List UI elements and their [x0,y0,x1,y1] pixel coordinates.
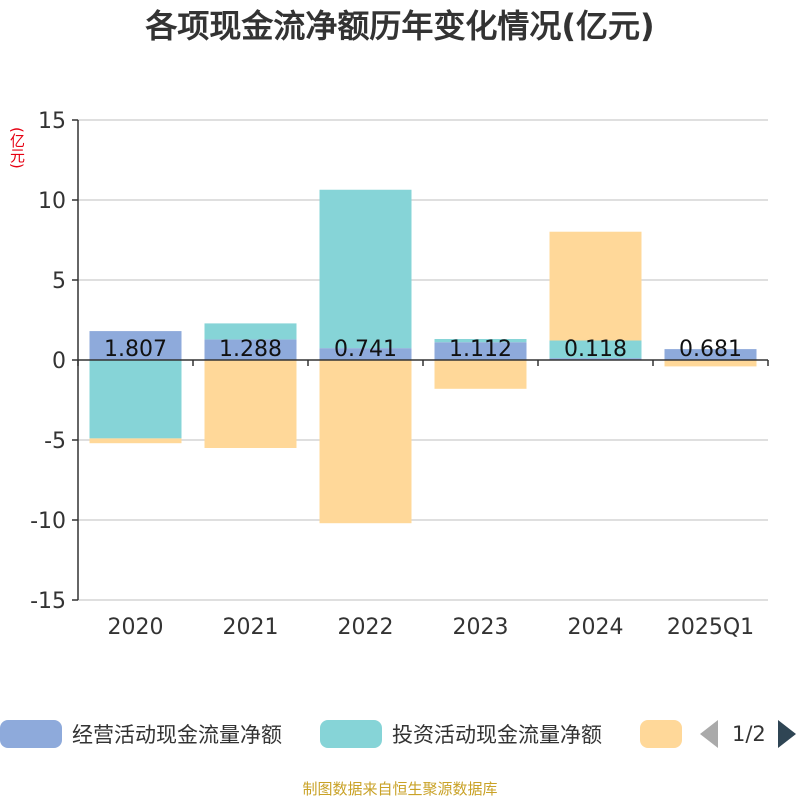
data-label-operating: 0.118 [564,337,627,362]
bar-series-0-2025Q1 [664,349,757,360]
bar-series-1-2024 [549,340,642,359]
legend-swatch-investing [320,720,382,748]
bar-series-0-2024 [549,358,642,360]
y-tick-label: -10 [30,509,66,534]
data-labels: 1.807 1.288 0.741 1.112 0.118 0.681 [104,337,742,362]
chart-title: 各项现金流净额历年变化情况(亿元) [145,7,655,45]
y-tick-label: -15 [30,589,66,614]
legend-prev-page-icon[interactable] [700,720,718,748]
legend-item-operating[interactable]: 经营活动现金流量净额 [0,716,282,752]
legend-page-indicator: 1/2 [732,722,766,746]
data-label-operating: 1.112 [449,337,512,362]
bar-series-1-2022 [319,189,412,349]
y-tick-label: 5 [52,269,66,294]
cash-flow-chart: 15 10 5 0 -5 -10 -15 2020 2021 2022 2023 2024 2025Q1… [30,109,769,640]
y-tick-label: 0 [52,349,66,374]
legend: 经营活动现金流量净额 投资活动现金流量净额 1/2 [0,716,800,756]
bar-series-0-2020 [89,331,182,360]
legend-item-investing[interactable]: 投资活动现金流量净额 [320,716,602,752]
bar-series-0-2023 [434,342,527,360]
legend-item-financing[interactable] [640,716,692,752]
axes: 15 10 5 0 -5 -10 -15 2020 2021 2022 2023 2024 2025Q1 [30,109,769,640]
bar-series-0-2022 [319,348,412,360]
x-category-label: 2023 [453,615,509,640]
bar-series-1-2023 [434,339,527,343]
legend-swatch-operating [0,720,62,748]
data-label-operating: 1.807 [104,337,167,362]
bar-series-2-2021 [204,360,297,448]
x-category-label: 2025Q1 [667,615,754,640]
data-label-operating: 0.681 [679,337,742,362]
legend-swatch-financing [640,720,682,748]
x-category-label: 2021 [223,615,279,640]
legend-label-investing: 投资活动现金流量净额 [392,723,602,747]
y-tick-label: 15 [38,109,66,134]
y-tick-label: -5 [44,429,66,454]
grid-lines [78,119,768,601]
bars [89,189,757,524]
bar-series-2-2022 [319,360,412,524]
bar-series-1-2020 [89,360,182,439]
legend-label-operating: 经营活动现金流量净额 [72,723,282,747]
bar-series-1-2021 [204,323,297,340]
bar-series-2-2025Q1 [664,360,757,367]
data-label-operating: 1.288 [219,337,282,362]
x-category-label: 2024 [568,615,624,640]
bar-series-2-2023 [434,360,527,389]
data-label-operating: 0.741 [334,337,397,362]
bar-series-2-2024 [549,231,642,341]
legend-pager: 1/2 [700,716,796,752]
bar-series-2-2020 [89,438,182,444]
bar-series-0-2021 [204,339,297,360]
source-footer: 制图数据来自恒生聚源数据库 [302,780,498,798]
y-axis-unit-label: (亿元) [8,127,26,169]
x-category-label: 2022 [338,615,394,640]
x-category-label: 2020 [108,615,164,640]
legend-next-page-icon[interactable] [777,720,796,748]
y-tick-label: 10 [38,189,66,214]
